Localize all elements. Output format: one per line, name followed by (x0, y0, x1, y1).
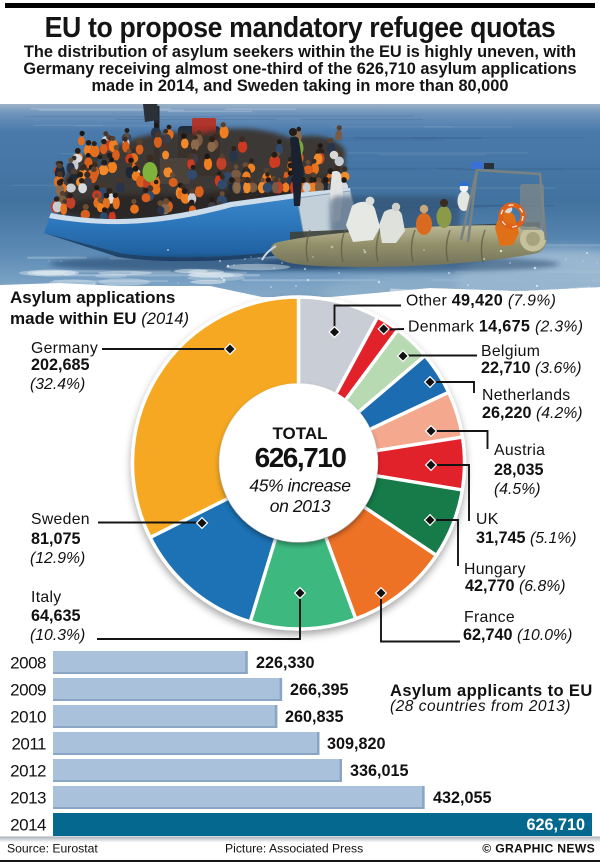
svg-text:(32.4%): (32.4%) (30, 376, 85, 393)
svg-text:Sweden: Sweden (31, 511, 90, 528)
svg-text:2009: 2009 (10, 681, 46, 700)
svg-text:Belgium: Belgium (481, 343, 540, 360)
svg-text:45% increase: 45% increase (249, 476, 351, 496)
svg-text:(10.3%): (10.3%) (30, 627, 85, 644)
svg-text:626,710: 626,710 (255, 442, 347, 473)
svg-text:TOTAL: TOTAL (272, 424, 327, 443)
svg-text:Hungary: Hungary (464, 561, 526, 578)
svg-text:© GRAPHIC NEWS: © GRAPHIC NEWS (482, 842, 595, 856)
svg-text:Asylum applicants to EU: Asylum applicants to EU (390, 682, 593, 700)
svg-text:Asylum applications: Asylum applications (10, 288, 175, 307)
svg-text:Denmark 14,675 (2.3%): Denmark 14,675 (2.3%) (408, 318, 583, 336)
svg-text:(4.5%): (4.5%) (494, 481, 541, 498)
svg-text:260,835: 260,835 (285, 708, 344, 726)
svg-text:26,220 (4.2%): 26,220 (4.2%) (482, 404, 583, 422)
svg-text:336,015: 336,015 (350, 762, 409, 780)
svg-text:626,710: 626,710 (526, 816, 585, 834)
svg-text:2012: 2012 (10, 762, 46, 781)
svg-text:64,635: 64,635 (31, 607, 81, 625)
svg-text:309,820: 309,820 (327, 735, 386, 753)
svg-text:62,740 (10.0%): 62,740 (10.0%) (463, 626, 572, 644)
svg-text:on 2013: on 2013 (270, 496, 331, 516)
svg-text:(12.9%): (12.9%) (30, 550, 85, 567)
svg-text:22,710 (3.6%): 22,710 (3.6%) (481, 359, 582, 377)
svg-text:432,055: 432,055 (433, 789, 492, 807)
svg-text:202,685: 202,685 (31, 356, 90, 374)
svg-text:Source: Eurostat: Source: Eurostat (7, 842, 98, 856)
svg-text:2014: 2014 (10, 816, 46, 835)
svg-text:2010: 2010 (10, 708, 46, 727)
svg-text:Austria: Austria (494, 442, 545, 459)
svg-text:266,395: 266,395 (290, 681, 349, 699)
svg-text:UK: UK (476, 511, 499, 528)
svg-text:Other 49,420 (7.9%): Other 49,420 (7.9%) (406, 292, 556, 310)
svg-text:(28 countries from 2013): (28 countries from 2013) (390, 698, 571, 715)
svg-text:2011: 2011 (11, 735, 46, 754)
svg-text:France: France (464, 609, 515, 626)
svg-text:2008: 2008 (10, 654, 46, 673)
svg-text:made within EU (2014): made within EU (2014) (10, 309, 189, 328)
svg-text:2013: 2013 (10, 789, 46, 808)
svg-text:Netherlands: Netherlands (482, 387, 570, 404)
svg-text:Germany: Germany (31, 340, 98, 357)
svg-text:81,075: 81,075 (31, 530, 81, 548)
svg-text:28,035: 28,035 (494, 461, 544, 479)
svg-text:Picture: Associated Press: Picture: Associated Press (225, 842, 363, 856)
svg-text:31,745 (5.1%): 31,745 (5.1%) (476, 529, 577, 547)
svg-text:42,770 (6.8%): 42,770 (6.8%) (465, 577, 566, 595)
svg-text:226,330: 226,330 (256, 654, 315, 672)
svg-text:Italy: Italy (31, 589, 61, 606)
